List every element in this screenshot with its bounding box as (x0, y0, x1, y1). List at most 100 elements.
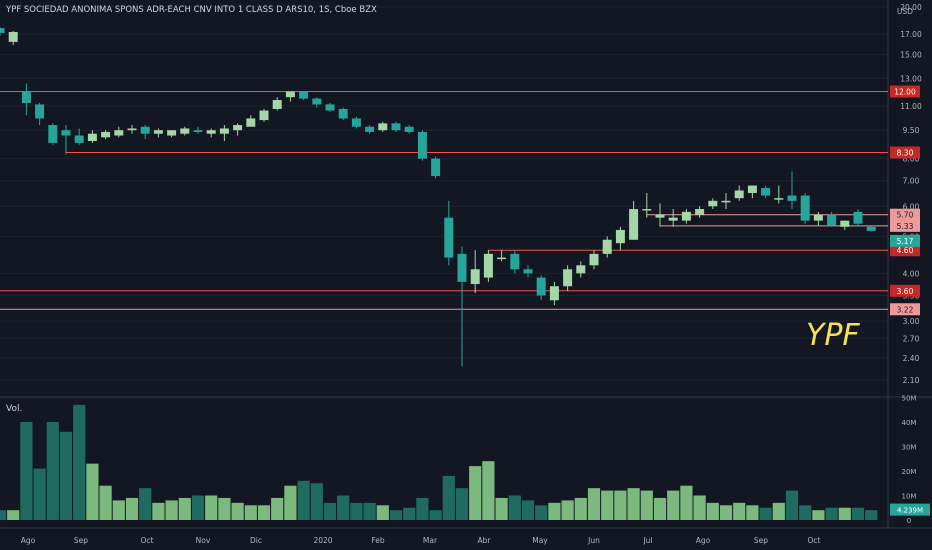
volume-bar (86, 463, 99, 520)
level-label-text: 3.22 (897, 305, 914, 314)
candle (431, 156, 441, 179)
candle (457, 246, 467, 367)
time-tick-label: Oct (141, 536, 154, 545)
candle (787, 171, 797, 210)
price-tick-label: 11.00 (900, 102, 922, 111)
candle (351, 116, 361, 129)
candle-body (734, 190, 744, 199)
volume-bar (812, 510, 825, 520)
candle-body (114, 130, 124, 136)
volume-bar (205, 495, 218, 520)
volume-bar (521, 500, 535, 520)
volume-bar (376, 505, 389, 520)
candle-body (602, 239, 612, 254)
candle-body (444, 217, 454, 258)
level-label-text: 12.00 (894, 88, 916, 97)
candle (325, 102, 335, 113)
time-tick-label: Dic (250, 536, 262, 545)
volume-bar (231, 502, 244, 520)
time-tick-label: Abr (478, 536, 492, 545)
volume-bar (482, 461, 495, 520)
candle-body (470, 269, 480, 285)
volume-bar (0, 510, 7, 520)
volume-bar (403, 507, 416, 520)
candles (0, 27, 876, 367)
volume-bar (495, 497, 508, 520)
candle (800, 193, 810, 224)
candle-body (483, 253, 493, 278)
candle (285, 91, 295, 102)
volume-bar (271, 497, 284, 520)
candle (8, 31, 18, 45)
volume-bar (693, 495, 706, 520)
volume-bar (680, 485, 693, 520)
candle-body (747, 185, 757, 194)
candle-body (510, 253, 520, 270)
time-tick-label: Sep (754, 536, 768, 545)
candle-body (259, 110, 269, 121)
level-label-text: 4.60 (897, 246, 914, 255)
candle-body (536, 277, 546, 296)
candle (206, 128, 216, 138)
candle (365, 125, 375, 134)
price-tick-label: 8.00 (903, 155, 920, 164)
candle (695, 206, 705, 218)
level-label-badge (890, 284, 920, 297)
volume-bar (838, 507, 851, 520)
volume-bar (73, 404, 86, 520)
candle-body (0, 28, 5, 33)
price-tick-label: 9.50 (903, 126, 920, 135)
candle-body (404, 126, 414, 132)
volume-bar (799, 505, 812, 520)
candle-body (193, 130, 203, 132)
candle-body (576, 265, 586, 274)
volume-bar (548, 502, 561, 520)
candle (483, 250, 493, 282)
volume-bar (508, 495, 521, 520)
candle (444, 200, 454, 266)
volume-bar (310, 483, 323, 520)
candle (734, 185, 744, 201)
volume-bar (574, 497, 587, 520)
candle-body (140, 126, 150, 134)
time-tick-label: Jul (642, 536, 652, 545)
candle (642, 193, 652, 218)
volume-bar (363, 502, 376, 520)
candle-body (497, 257, 507, 260)
volume-bar (33, 468, 46, 520)
candle-body (233, 125, 243, 131)
price-tick-label: 4.00 (903, 269, 920, 278)
volume-bar (561, 500, 574, 520)
volume-tick-label: 20M (902, 468, 917, 476)
candle (101, 130, 111, 140)
chart-title: YPF SOCIEDAD ANONIMA SPONS ADR-EACH CNV … (6, 5, 377, 15)
level-label-badge (890, 219, 920, 232)
volume-bar (746, 505, 759, 520)
candle (272, 97, 282, 111)
candle (563, 265, 573, 291)
currency-label: USD (897, 7, 914, 16)
level-label-badge (890, 303, 920, 316)
candle (140, 125, 150, 140)
candle-body (153, 130, 163, 134)
volume-bar (627, 488, 640, 520)
candle-body (285, 91, 295, 98)
candle-body (695, 209, 705, 215)
candle (338, 107, 348, 121)
candle-body (655, 214, 665, 218)
volume-bar (719, 505, 733, 520)
candle-body (8, 31, 18, 42)
volume-bar (244, 505, 257, 520)
candle-body (800, 195, 810, 221)
candle (708, 198, 718, 210)
candle-body (48, 125, 58, 143)
candle (233, 123, 243, 136)
candle (813, 211, 823, 226)
volume-bar (389, 510, 403, 520)
candle (629, 200, 639, 240)
candle (853, 209, 863, 227)
last-price-text: 5.17 (897, 237, 914, 246)
candle-body (87, 133, 97, 142)
candle-body (299, 91, 309, 99)
candle (74, 128, 84, 145)
